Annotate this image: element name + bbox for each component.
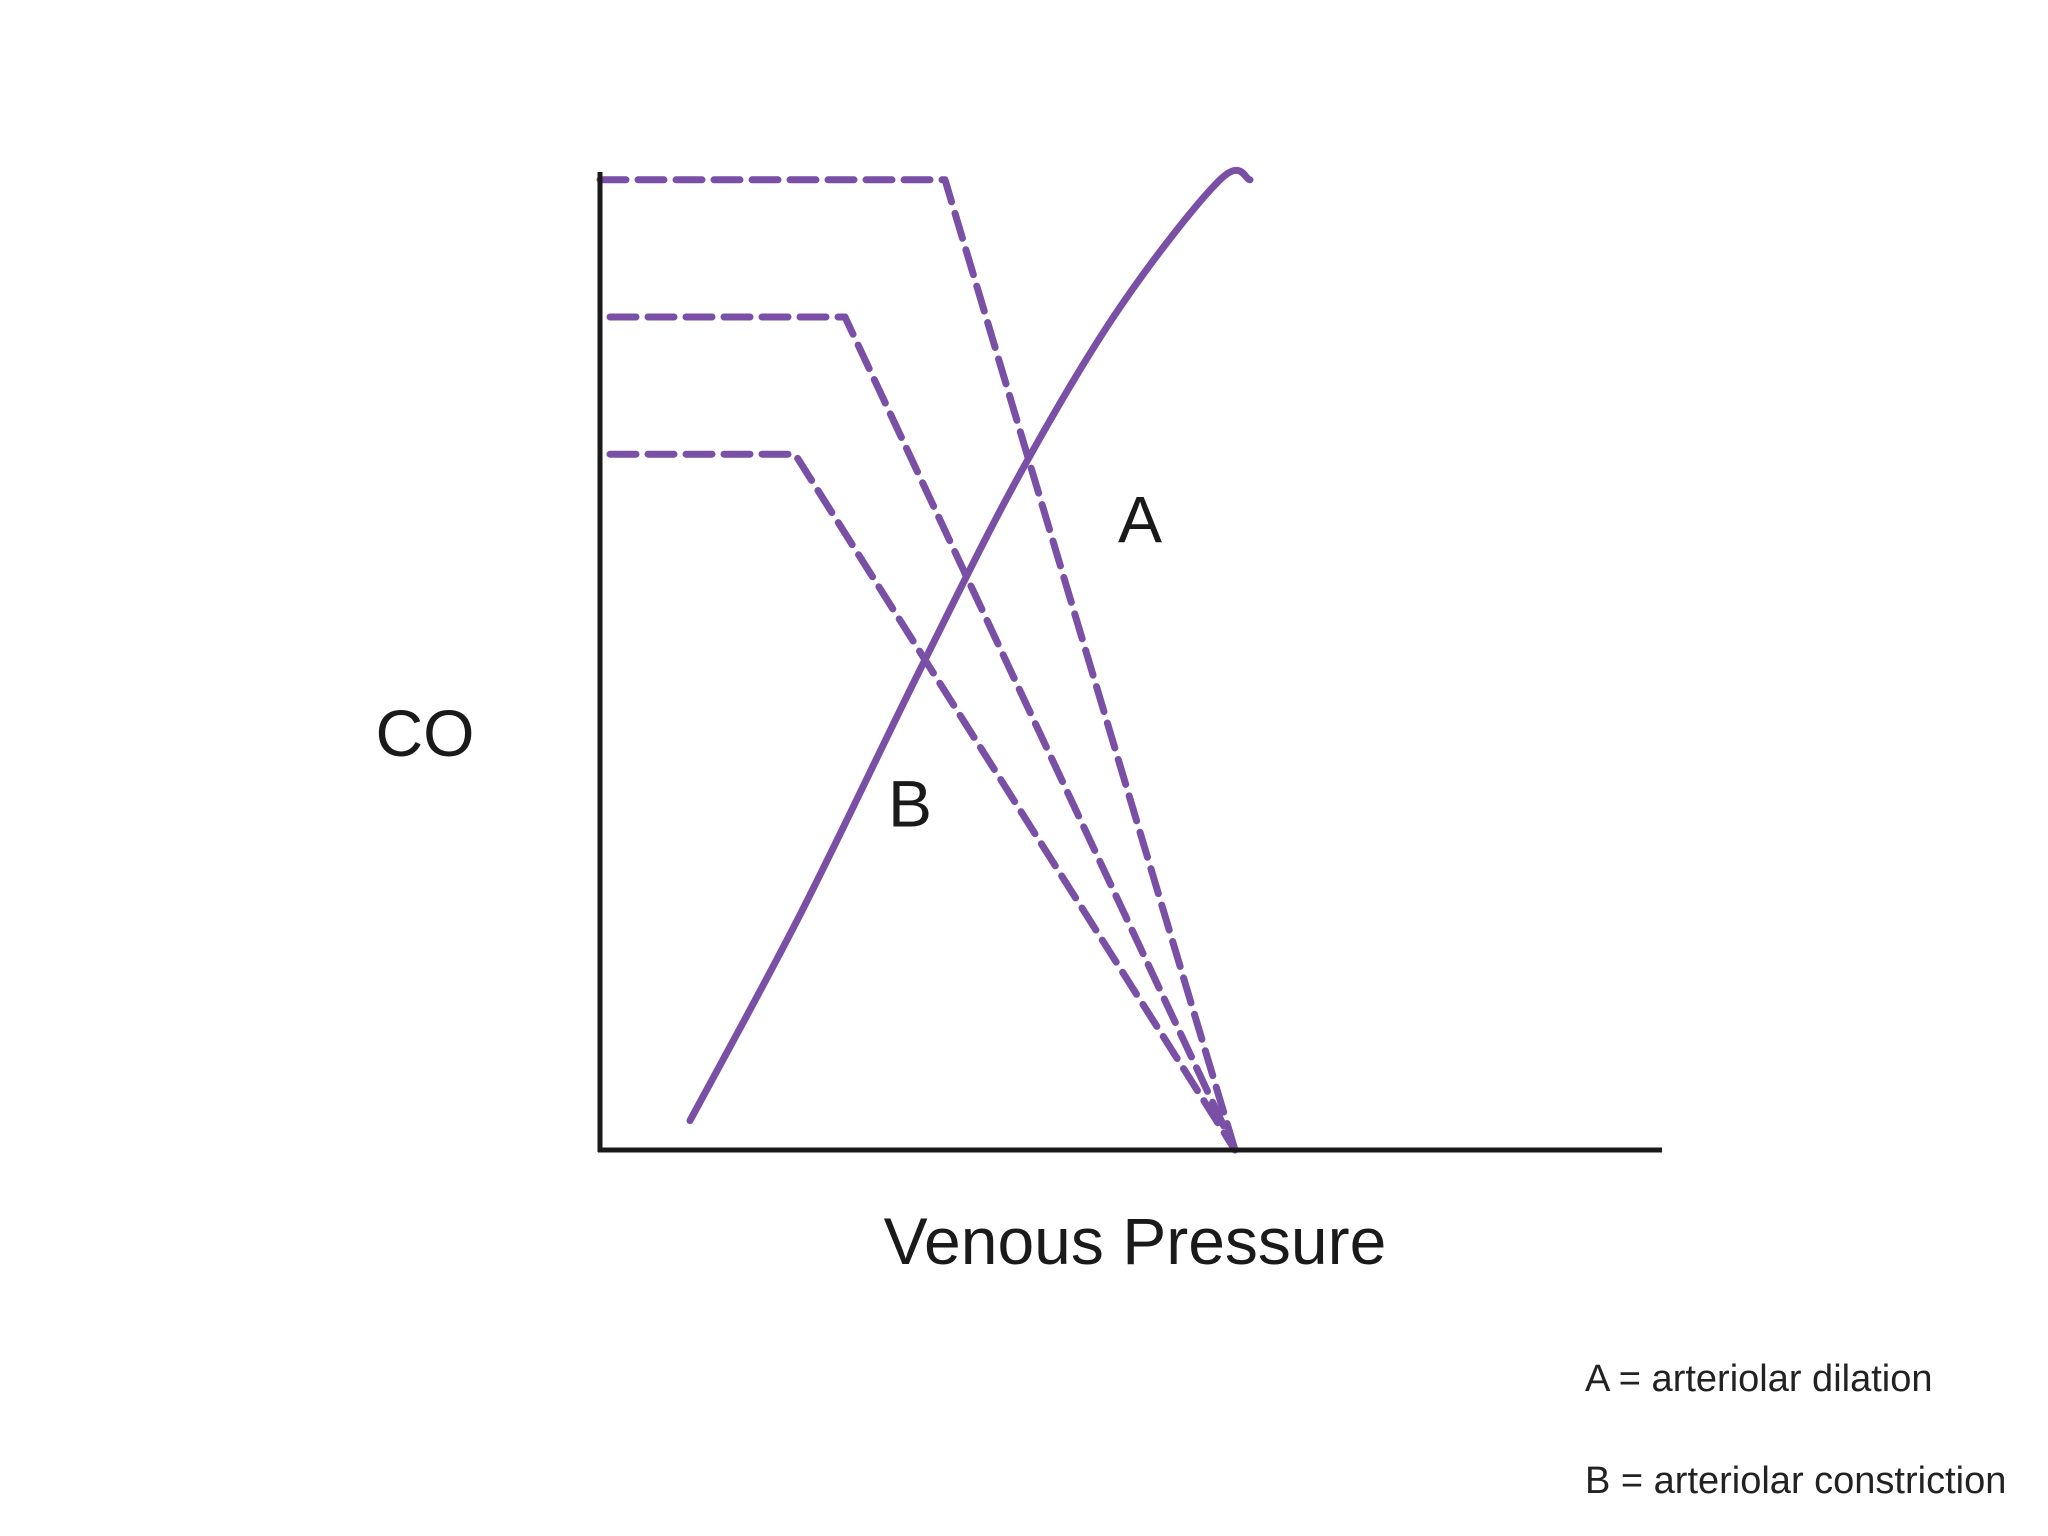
cardiac-function-curve xyxy=(686,166,1254,1125)
vascular-function-curve-2 xyxy=(606,313,1239,1154)
annotation-a: A xyxy=(1118,482,1162,556)
vascular-function-curve-3 xyxy=(606,450,1239,1154)
vascular-function-curve-1 xyxy=(596,176,1239,1154)
legend-entry-b: B = arteriolar constriction xyxy=(1585,1460,2007,1502)
x-axis-label: Venous Pressure xyxy=(884,1204,1387,1278)
annotation-b: B xyxy=(888,767,932,841)
legend-entry-a: A = arteriolar dilation xyxy=(1585,1358,1933,1400)
y-axis-label: CO xyxy=(376,696,475,770)
